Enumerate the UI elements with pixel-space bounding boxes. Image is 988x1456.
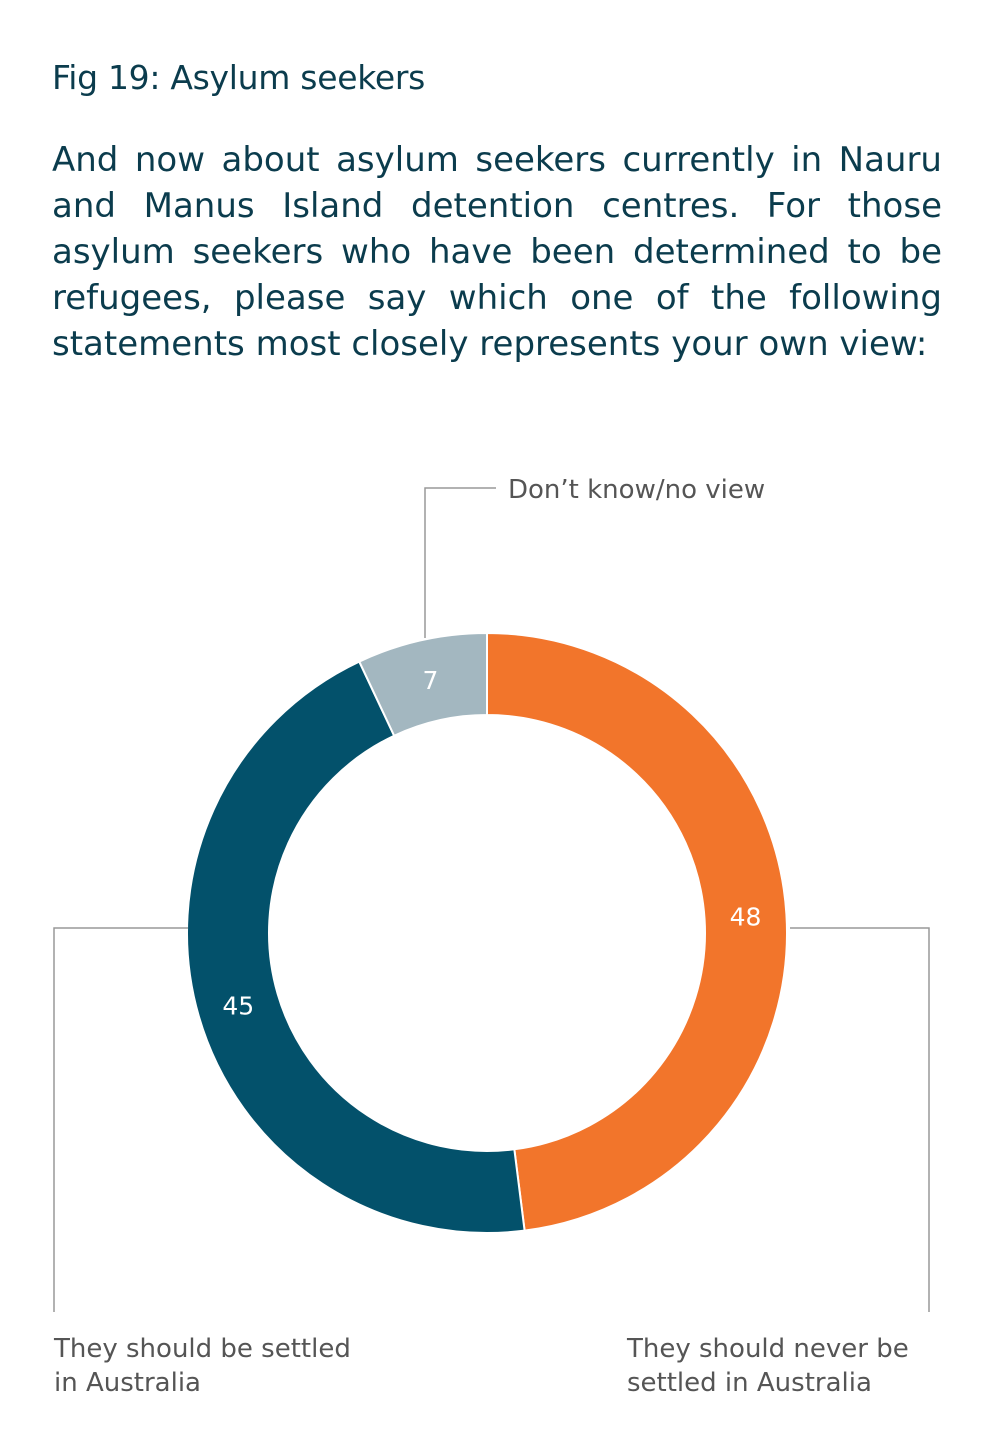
legend-label-never-settled-line2: settled in Australia [627, 1368, 872, 1398]
donut-slice-settled [186, 660, 526, 1234]
data-label-dont-know: 7 [423, 666, 439, 695]
legend-label-settled-line1: They should be settled [53, 1334, 351, 1364]
leader-line-never-settled [790, 927, 930, 1312]
data-label-settled: 45 [222, 991, 254, 1020]
legend-label-never-settled-line1: They should never be [626, 1334, 909, 1364]
donut-slice-dont-know [357, 631, 488, 738]
leader-line-settled [53, 927, 188, 1312]
legend-label-settled-line2: in Australia [54, 1368, 201, 1398]
data-label-never-settled: 48 [730, 903, 762, 932]
chart-title: Fig 19: Asylum seekers [52, 58, 425, 97]
legend-label-dont-know: Don’t know/no view [508, 475, 765, 505]
survey-question: And now about asylum seekers currently i… [52, 140, 942, 364]
leader-line-dont-know [424, 487, 496, 638]
donut-slice-never-settled [486, 631, 788, 1232]
